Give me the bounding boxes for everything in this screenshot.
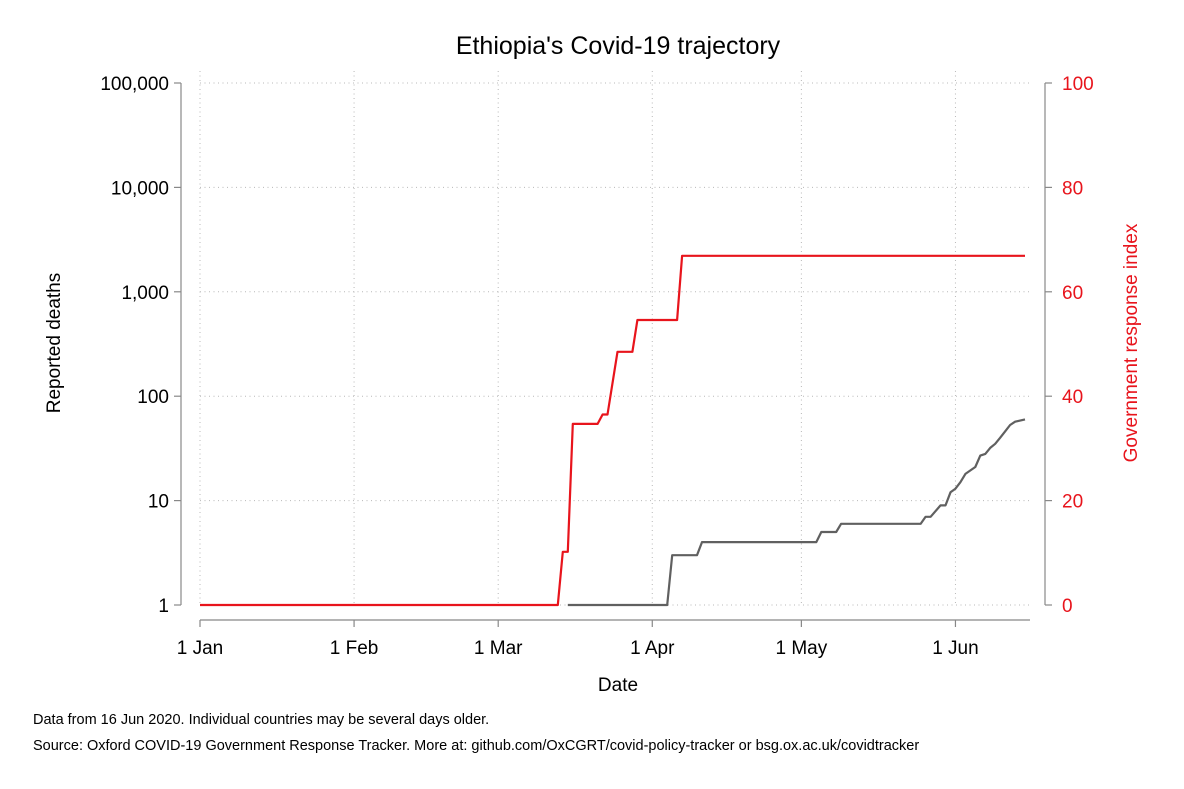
chart-title: Ethiopia's Covid-19 trajectory bbox=[456, 32, 781, 60]
y-left-tick-label: 100,000 bbox=[100, 74, 169, 95]
y-right-tick-label: 60 bbox=[1062, 283, 1083, 304]
x-tick-label: 1 May bbox=[776, 638, 828, 659]
y-left-tick-label: 100 bbox=[137, 387, 169, 408]
data-note: Data from 16 Jun 2020. Individual countr… bbox=[33, 712, 490, 728]
y-axis-right-label: Government response index bbox=[1121, 223, 1142, 462]
x-axis-label: Date bbox=[598, 675, 638, 696]
x-tick-label: 1 Feb bbox=[330, 638, 379, 659]
series-lines bbox=[200, 254, 1026, 607]
x-tick-label: 1 Apr bbox=[630, 638, 675, 659]
y-left-tick-label: 10,000 bbox=[111, 178, 169, 199]
x-tick-label: 1 Jun bbox=[932, 638, 978, 659]
reported-deaths-line bbox=[567, 418, 1026, 607]
covid-trajectory-chart: Ethiopia's Covid-19 trajectory 1 10 100 1,0… bbox=[44, 32, 1142, 696]
axes bbox=[174, 82, 1052, 627]
y-right-tick-label: 80 bbox=[1062, 178, 1083, 199]
x-tick-label: 1 Mar bbox=[474, 638, 523, 659]
y-left-tick-label: 1 bbox=[158, 596, 169, 617]
y-left-tick-label: 10 bbox=[148, 492, 169, 513]
grid-lines bbox=[199, 71, 1030, 606]
tick-labels: 1 10 100 1,000 10,000 100,000 0 20 40 60 80 100 1 Ja… bbox=[100, 74, 1093, 659]
y-left-tick-label: 1,000 bbox=[121, 283, 169, 304]
y-right-tick-label: 40 bbox=[1062, 387, 1083, 408]
x-tick-label: 1 Jan bbox=[177, 638, 223, 659]
y-axis-left-label: Reported deaths bbox=[44, 273, 65, 414]
y-right-tick-label: 100 bbox=[1062, 74, 1094, 95]
y-right-tick-label: 0 bbox=[1062, 596, 1073, 617]
government-response-index-line bbox=[200, 254, 1025, 607]
source-note: Source: Oxford COVID-19 Government Respo… bbox=[33, 738, 920, 754]
y-right-tick-label: 20 bbox=[1062, 492, 1083, 513]
